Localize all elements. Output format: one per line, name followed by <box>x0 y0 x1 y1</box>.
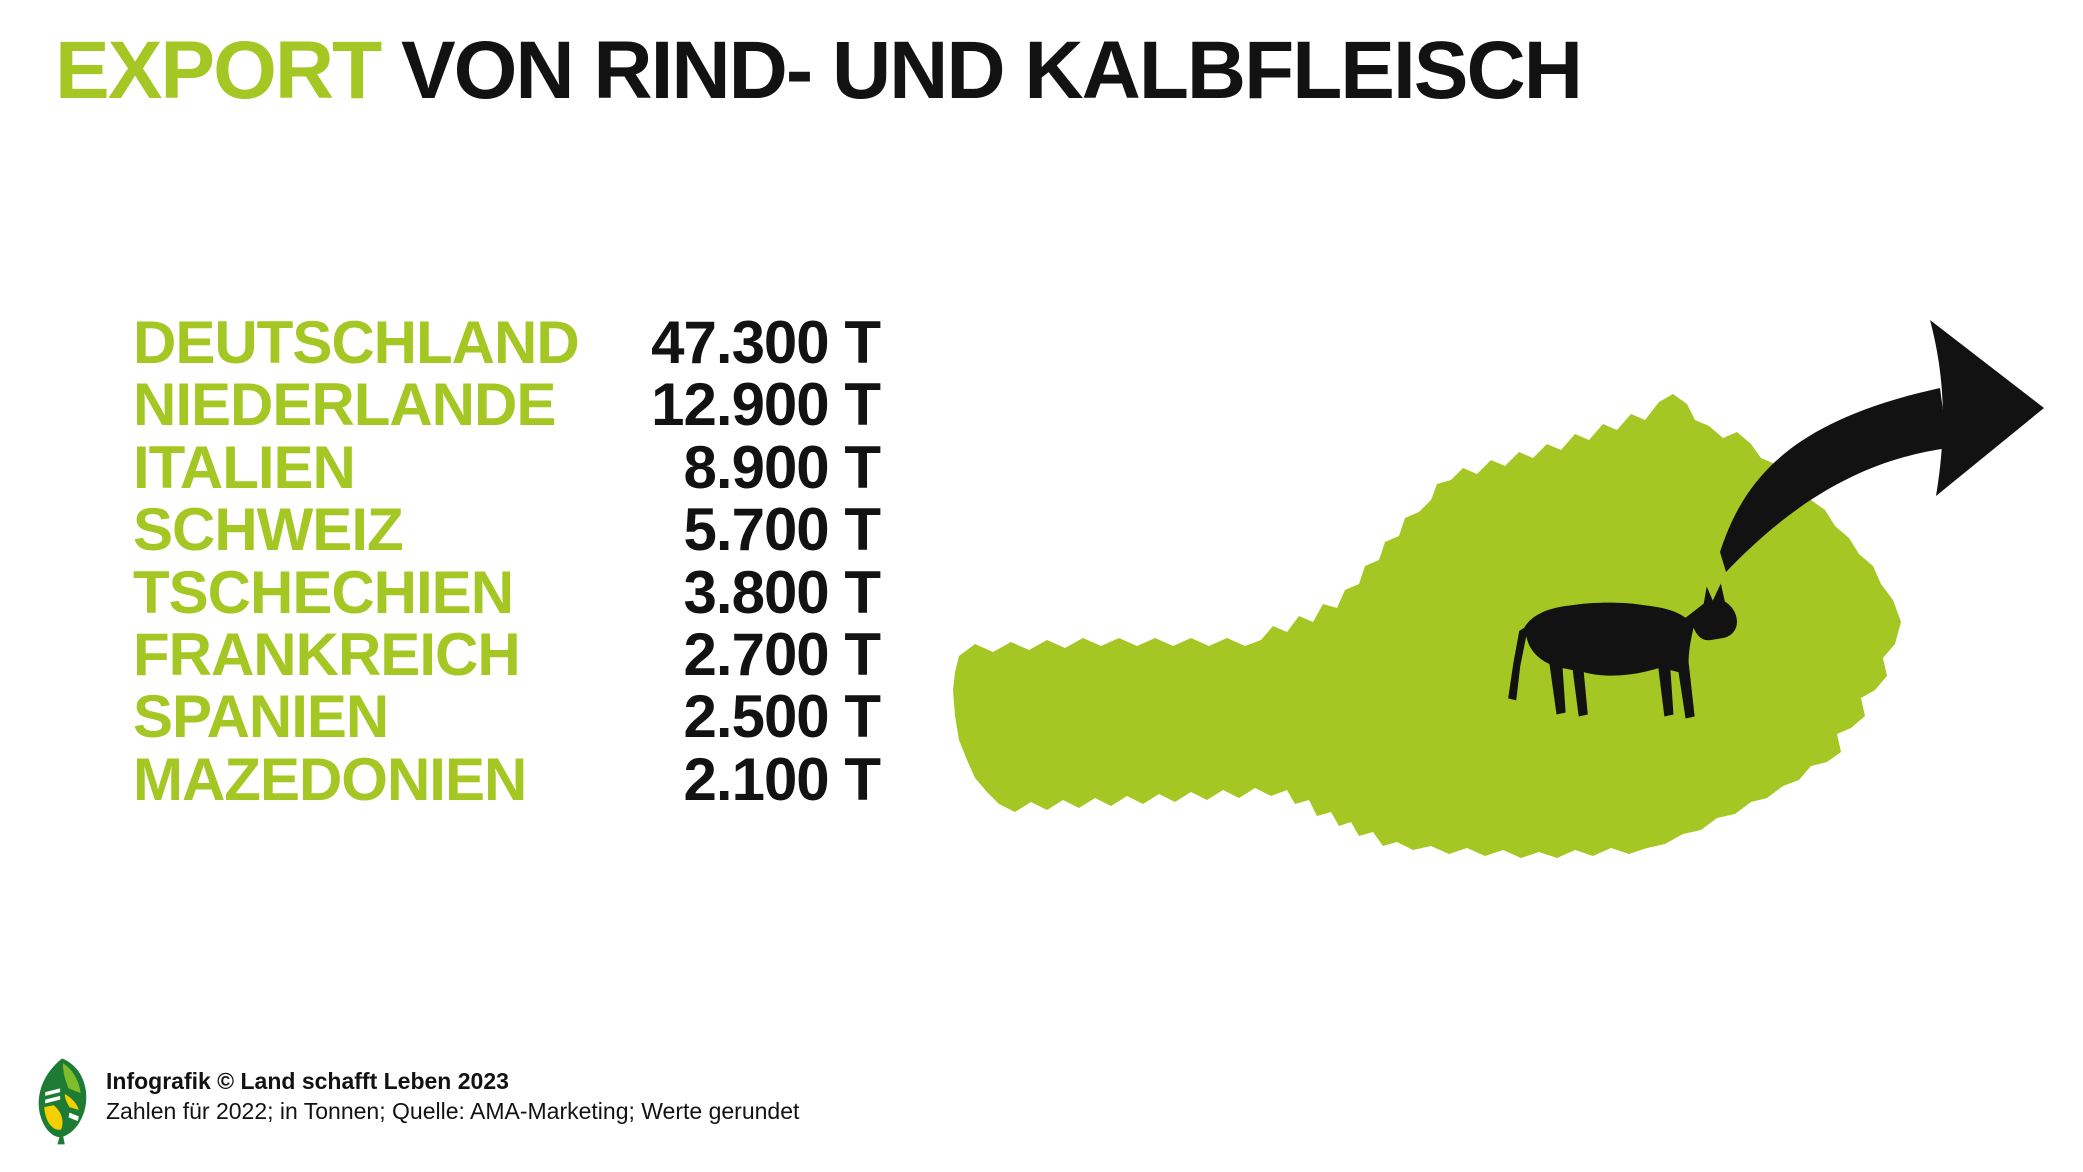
title-rest: VON RIND- UND KALBFLEISCH <box>380 25 1583 116</box>
country-label: NIEDERLANDE <box>133 371 556 439</box>
page-title: EXPORT VON RIND- UND KALBFLEISCH <box>55 25 1583 116</box>
country-label: SCHWEIZ <box>133 496 404 564</box>
country-label: DEUTSCHLAND <box>133 309 580 376</box>
cow-icon <box>1508 583 1737 719</box>
list-item: MAZEDONIEN 2.100 T <box>133 745 881 813</box>
export-value: 3.800 T <box>683 558 881 626</box>
list-item: FRANKREICH 2.700 T <box>133 620 881 688</box>
export-arrow-icon <box>1720 320 2044 572</box>
list-item: SPANIEN 2.500 T <box>133 683 881 751</box>
footer: Infografik © Land schafft Leben 2023 Zah… <box>106 1066 799 1126</box>
export-value: 2.700 T <box>683 620 881 688</box>
export-ranking-list: DEUTSCHLAND 47.300 T NIEDERLANDE 12.900 … <box>133 309 881 813</box>
country-label: ITALIEN <box>133 433 356 501</box>
leaf-logo <box>38 1058 87 1145</box>
list-item: DEUTSCHLAND 47.300 T <box>133 309 881 376</box>
list-item: NIEDERLANDE 12.900 T <box>133 371 881 439</box>
country-label: FRANKREICH <box>133 620 521 688</box>
austria-map <box>953 394 1901 858</box>
country-label: MAZEDONIEN <box>133 745 527 813</box>
list-item: ITALIEN 8.900 T <box>133 433 881 501</box>
list-item: SCHWEIZ 5.700 T <box>133 496 881 564</box>
export-value: 5.700 T <box>683 496 881 564</box>
footer-credit: Infografik © Land schafft Leben 2023 <box>106 1068 509 1094</box>
export-value: 2.100 T <box>683 745 881 813</box>
export-value: 2.500 T <box>683 683 881 751</box>
export-value: 8.900 T <box>683 433 881 501</box>
export-value: 12.900 T <box>651 371 881 439</box>
footer-source-note: Zahlen für 2022; in Tonnen; Quelle: AMA-… <box>106 1098 800 1124</box>
country-label: TSCHECHIEN <box>133 558 514 626</box>
title-highlight: EXPORT <box>55 25 382 116</box>
country-label: SPANIEN <box>133 683 389 751</box>
list-item: TSCHECHIEN 3.800 T <box>133 558 881 626</box>
export-value: 47.300 T <box>651 309 881 376</box>
